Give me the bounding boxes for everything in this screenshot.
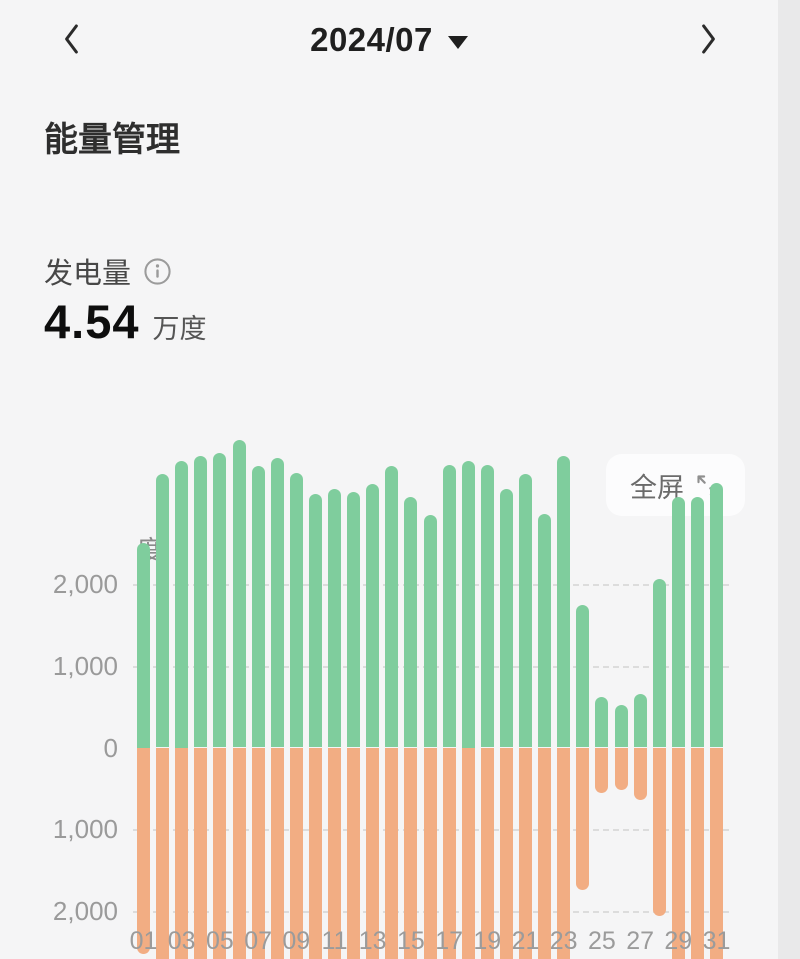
bar-negative-orange-day-10[interactable] bbox=[308, 747, 322, 959]
bar-positive-green-day-29[interactable] bbox=[671, 497, 685, 748]
bar-negative-orange-day-04[interactable] bbox=[194, 747, 208, 959]
metric-value-row: 4.54 万度 bbox=[44, 294, 206, 349]
bar-negative-orange-day-24[interactable] bbox=[576, 747, 590, 890]
x-axis-label-29: 29 bbox=[664, 927, 693, 955]
x-axis-label-09: 09 bbox=[282, 927, 311, 955]
y-axis-label--1000: 1,000 bbox=[52, 814, 118, 845]
bar-positive-green-day-16[interactable] bbox=[423, 515, 437, 748]
bar-negative-orange-day-02[interactable] bbox=[156, 747, 170, 959]
x-axis-label-01: 01 bbox=[129, 927, 158, 955]
metric-label-row: 发电量 bbox=[44, 250, 172, 292]
caret-down-icon bbox=[447, 35, 468, 49]
month-selector[interactable]: 2024/07 bbox=[0, 16, 778, 64]
bar-positive-green-day-07[interactable] bbox=[251, 466, 265, 748]
y-axis-label-2000: 2,000 bbox=[52, 569, 118, 599]
bar-negative-orange-day-28[interactable] bbox=[652, 747, 666, 916]
bar-negative-orange-day-20[interactable] bbox=[499, 747, 513, 959]
chevron-left-icon bbox=[59, 21, 85, 60]
bar-positive-green-day-25[interactable] bbox=[595, 696, 609, 748]
x-axis-label-25: 25 bbox=[587, 927, 616, 955]
bar-positive-green-day-13[interactable] bbox=[366, 484, 380, 748]
info-circle-icon[interactable] bbox=[143, 257, 172, 286]
metric-label: 发电量 bbox=[44, 258, 132, 290]
bar-negative-orange-day-17[interactable] bbox=[442, 747, 456, 959]
bar-positive-green-day-17[interactable] bbox=[442, 464, 456, 748]
bar-negative-orange-day-06[interactable] bbox=[232, 747, 246, 959]
bar-negative-orange-day-12[interactable] bbox=[347, 747, 361, 959]
x-axis-label-27: 27 bbox=[626, 927, 654, 955]
bar-positive-green-day-20[interactable] bbox=[499, 489, 513, 748]
x-axis-label-07: 07 bbox=[244, 927, 272, 955]
bar-positive-green-day-24[interactable] bbox=[576, 605, 590, 748]
bar-negative-orange-day-26[interactable] bbox=[614, 747, 628, 790]
bar-positive-green-day-12[interactable] bbox=[347, 492, 361, 748]
x-axis-label-03: 03 bbox=[167, 927, 196, 955]
x-axis-label-23: 23 bbox=[549, 927, 578, 955]
x-axis-label-15: 15 bbox=[396, 927, 425, 955]
bar-positive-green-day-10[interactable] bbox=[308, 494, 322, 748]
bar-negative-orange-day-22[interactable] bbox=[538, 747, 552, 959]
bar-negative-orange-day-09[interactable] bbox=[289, 747, 303, 959]
next-month-button[interactable] bbox=[684, 16, 732, 64]
bar-positive-green-day-08[interactable] bbox=[270, 458, 284, 748]
bar-positive-green-day-02[interactable] bbox=[156, 474, 170, 748]
bar-positive-green-day-22[interactable] bbox=[538, 513, 552, 748]
bar-negative-orange-day-16[interactable] bbox=[423, 747, 437, 959]
x-axis-label-17: 17 bbox=[435, 927, 463, 955]
bar-negative-orange-day-08[interactable] bbox=[270, 747, 284, 959]
bar-negative-orange-day-01[interactable] bbox=[137, 747, 150, 954]
page-title: 能量管理 bbox=[44, 121, 180, 159]
bar-negative-orange-day-05[interactable] bbox=[213, 747, 227, 959]
bar-negative-orange-day-23[interactable] bbox=[557, 747, 571, 959]
bar-positive-green-day-14[interactable] bbox=[385, 466, 399, 748]
x-axis-label-31: 31 bbox=[702, 927, 731, 955]
bar-positive-green-day-01[interactable] bbox=[137, 543, 150, 748]
bar-negative-orange-day-15[interactable] bbox=[404, 747, 418, 959]
bar-positive-green-day-15[interactable] bbox=[404, 497, 418, 748]
x-axis-label-19: 19 bbox=[473, 927, 502, 955]
bar-negative-orange-day-27[interactable] bbox=[633, 747, 647, 800]
bar-positive-green-day-27[interactable] bbox=[633, 693, 647, 748]
x-axis-label-21: 21 bbox=[511, 927, 540, 955]
bar-positive-green-day-09[interactable] bbox=[289, 472, 303, 748]
bar-negative-orange-day-29[interactable] bbox=[671, 747, 685, 959]
bar-negative-orange-day-30[interactable] bbox=[690, 747, 704, 959]
metric-unit: 万度 bbox=[152, 314, 207, 344]
bar-negative-orange-day-21[interactable] bbox=[519, 747, 532, 959]
bar-negative-orange-day-03[interactable] bbox=[175, 747, 189, 959]
bar-negative-orange-day-31[interactable] bbox=[710, 747, 723, 959]
bar-negative-orange-day-18[interactable] bbox=[461, 747, 475, 959]
bar-positive-green-day-11[interactable] bbox=[328, 489, 341, 748]
y-axis-label-1000: 1,000 bbox=[52, 650, 118, 681]
bar-negative-orange-day-07[interactable] bbox=[251, 747, 265, 959]
bar-positive-green-day-04[interactable] bbox=[194, 456, 208, 748]
bar-positive-green-day-31[interactable] bbox=[710, 482, 723, 748]
metric-value: 4.54 bbox=[44, 295, 140, 348]
bar-positive-green-day-06[interactable] bbox=[232, 440, 246, 748]
bar-positive-green-day-19[interactable] bbox=[480, 464, 494, 748]
y-axis-label-0: 0 bbox=[103, 732, 118, 763]
bar-negative-orange-day-14[interactable] bbox=[385, 747, 399, 959]
y-axis-label--2000: 2,000 bbox=[52, 896, 118, 926]
bar-negative-orange-day-11[interactable] bbox=[328, 747, 341, 959]
bar-positive-green-day-18[interactable] bbox=[461, 461, 475, 748]
bar-positive-green-day-03[interactable] bbox=[175, 461, 189, 748]
x-axis-label-05: 05 bbox=[205, 927, 234, 955]
x-axis-label-11: 11 bbox=[321, 927, 348, 955]
month-label: 2024/07 bbox=[310, 21, 433, 58]
bar-positive-green-day-30[interactable] bbox=[690, 497, 704, 748]
bar-positive-green-day-21[interactable] bbox=[519, 474, 532, 748]
bar-negative-orange-day-13[interactable] bbox=[366, 747, 380, 959]
previous-month-button[interactable] bbox=[48, 16, 96, 64]
bar-negative-orange-day-19[interactable] bbox=[480, 747, 494, 959]
bar-positive-green-day-26[interactable] bbox=[614, 704, 628, 748]
bar-negative-orange-day-25[interactable] bbox=[595, 747, 609, 794]
bar-positive-green-day-23[interactable] bbox=[557, 456, 571, 748]
bar-positive-green-day-05[interactable] bbox=[213, 453, 227, 748]
x-axis-label-13: 13 bbox=[358, 927, 387, 955]
right-edge-strip bbox=[778, 0, 800, 959]
bar-positive-green-day-28[interactable] bbox=[652, 579, 666, 748]
chevron-right-icon bbox=[695, 21, 721, 60]
